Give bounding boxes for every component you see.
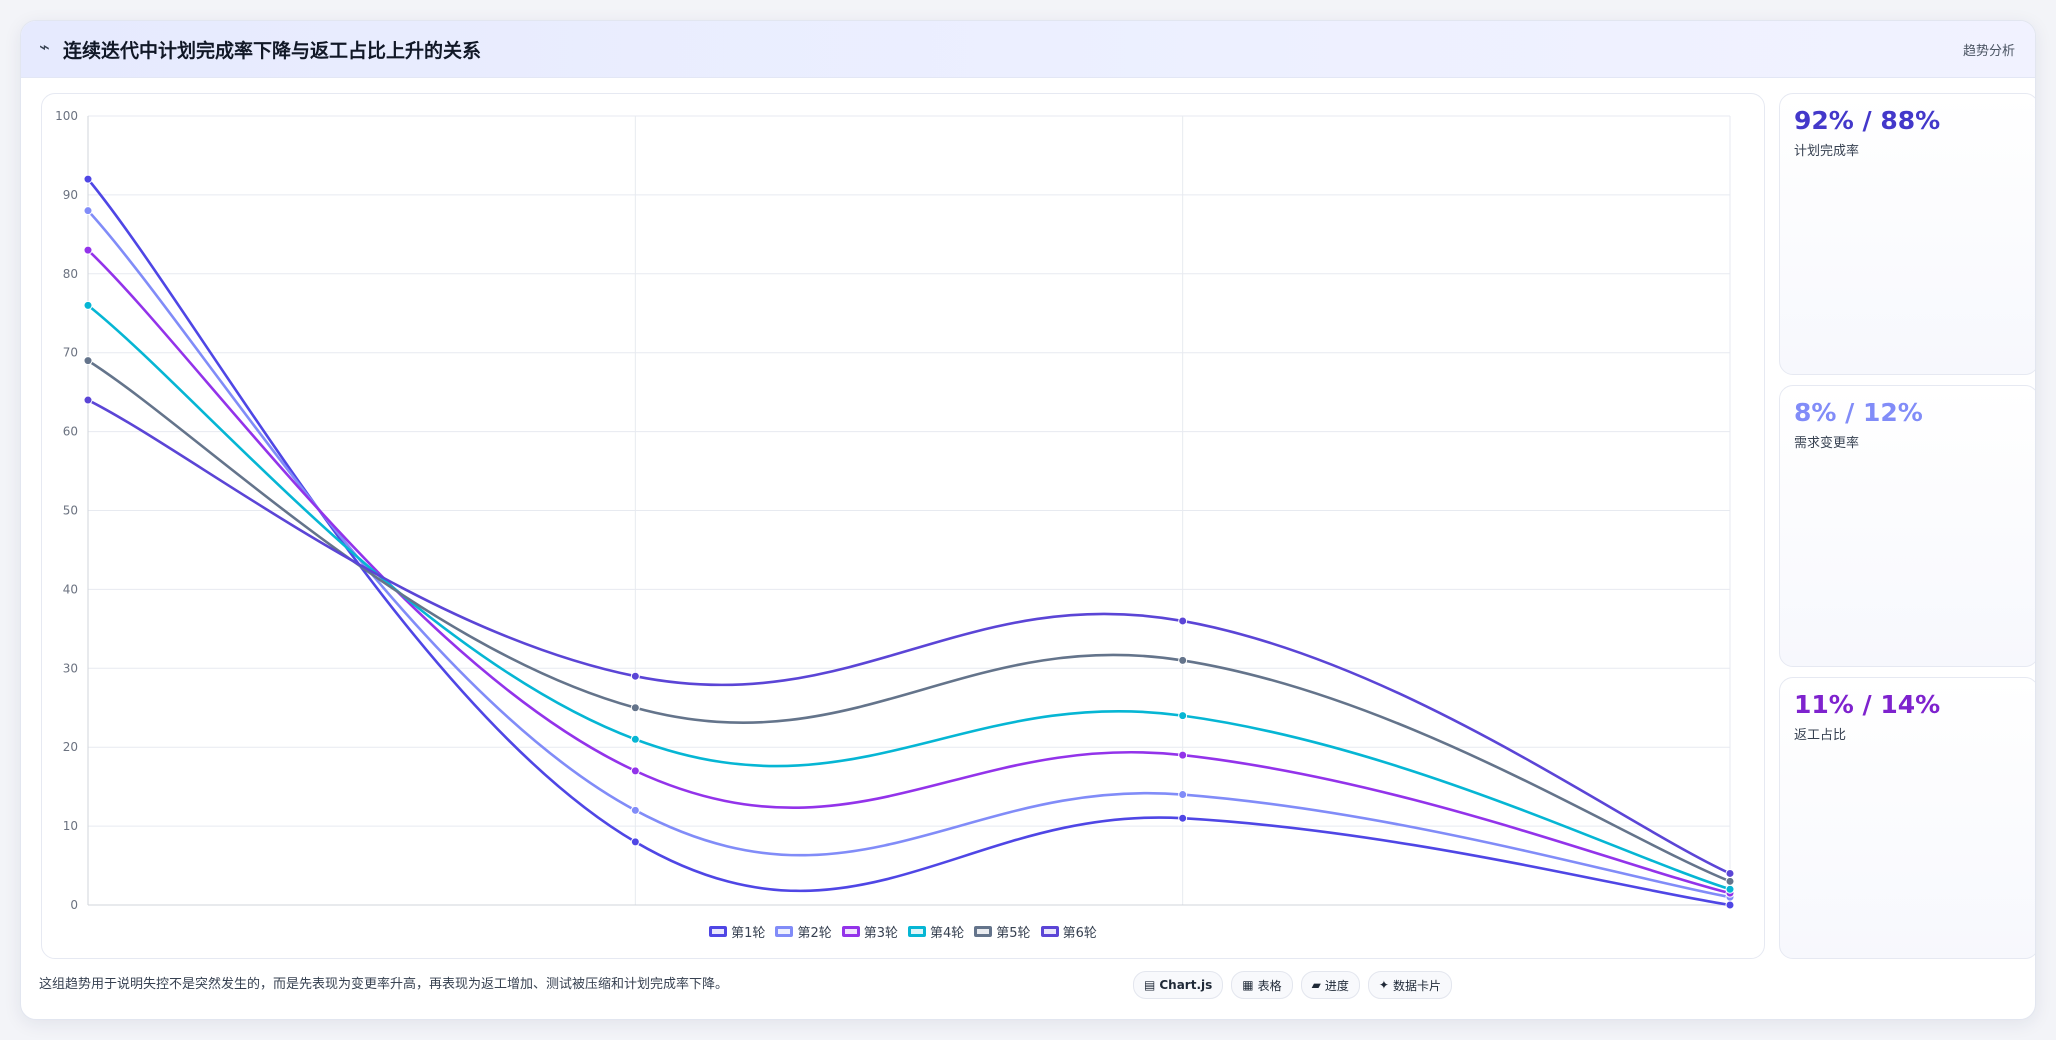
chart-panel: ⌁ 连续迭代中计划完成率下降与返工占比上升的关系 趋势分析 0 10 20 30 40 5…	[20, 20, 2036, 1020]
legend-label: 第4轮	[930, 926, 965, 941]
page-title: 连续迭代中计划完成率下降与返工占比上升的关系	[63, 40, 482, 62]
data-point-s6-0	[83, 395, 93, 405]
y-tick-label: 100	[55, 109, 78, 123]
stat-label: 返工占比	[1794, 728, 1847, 743]
data-point-s1-1	[630, 837, 640, 847]
data-point-s5-3	[1725, 876, 1735, 886]
stat-card-0: 92% / 88% 计划完成率	[1779, 93, 2035, 375]
chart-icon: ▤	[1144, 978, 1156, 992]
legend-item-1[interactable]: 第1轮	[709, 922, 765, 941]
stat-label: 计划完成率	[1794, 144, 1860, 159]
stat-card-1: 8% / 12% 需求变更率	[1779, 385, 2035, 667]
y-tick-label: 60	[63, 425, 78, 439]
panel-header: ⌁ 连续迭代中计划完成率下降与返工占比上升的关系 趋势分析	[21, 21, 2035, 78]
stat-value: 11% / 14%	[1794, 690, 1941, 719]
progress-icon: ▰	[1311, 978, 1321, 992]
tag-label: 进度	[1324, 978, 1349, 993]
legend-item-5[interactable]: 第5轮	[974, 922, 1031, 941]
tag-progress[interactable]: ▰ 进度	[1300, 971, 1360, 999]
legend-swatch	[1040, 926, 1059, 937]
tag-label: 数据卡片	[1392, 978, 1441, 993]
legend-swatch	[841, 926, 860, 937]
chart-legend: 第1轮 第2轮 第3轮 第4轮 第5轮 第6轮	[42, 922, 1764, 941]
legend-item-2[interactable]: 第2轮	[775, 922, 832, 941]
tag-table[interactable]: ▦ 表格	[1231, 971, 1293, 999]
data-point-s4-2	[1178, 711, 1188, 721]
card-icon: ✦	[1378, 978, 1389, 992]
trend-line-icon: ⌁	[39, 37, 50, 58]
tag-chartjs[interactable]: ▤ Chart.js	[1133, 971, 1224, 999]
data-point-s6-1	[630, 671, 640, 681]
legend-item-6[interactable]: 第6轮	[1040, 922, 1097, 941]
footer-note: 这组趋势用于说明失控不是突然发生的，而是先表现为变更率升高，再表现为返工增加、测…	[39, 977, 729, 992]
stat-card-2: 11% / 14% 返工占比	[1779, 677, 2035, 959]
legend-swatch	[709, 926, 728, 937]
legend-swatch	[974, 926, 993, 937]
tag-label: 表格	[1257, 978, 1282, 993]
y-tick-label: 90	[63, 188, 78, 202]
data-point-s6-2	[1178, 616, 1188, 626]
y-tick-label: 20	[63, 740, 78, 754]
line-chart: 0102030405060708090100计划完成率需求变更率返工占比测试压缩…	[55, 109, 1735, 912]
header-right-label[interactable]: 趋势分析	[1962, 44, 2015, 59]
legend-label: 第2轮	[797, 926, 832, 941]
footer-tags: ▤ Chart.js ▦ 表格 ▰ 进度 ✦ 数据卡片	[1133, 971, 1452, 999]
data-point-s2-1	[630, 805, 640, 815]
y-tick-label: 70	[63, 346, 78, 360]
y-tick-label: 50	[63, 504, 78, 518]
legend-label: 第3轮	[863, 926, 898, 941]
stat-value: 8% / 12%	[1794, 398, 1923, 427]
data-point-s4-0	[83, 300, 93, 310]
stats-column: 92% / 88% 计划完成率 8% / 12% 需求变更率 11% / 14%…	[1757, 93, 2035, 959]
tag-data-card[interactable]: ✦ 数据卡片	[1367, 971, 1452, 999]
stat-value: 92% / 88%	[1794, 106, 1941, 135]
y-tick-label: 10	[63, 819, 78, 833]
data-point-s1-2	[1178, 813, 1188, 823]
data-point-s2-0	[83, 206, 93, 216]
data-point-s5-0	[83, 356, 93, 366]
data-point-s2-2	[1178, 790, 1188, 800]
legend-label: 第1轮	[731, 926, 766, 941]
data-point-s6-3	[1725, 868, 1735, 878]
data-point-s3-1	[630, 766, 640, 776]
legend-item-3[interactable]: 第3轮	[841, 922, 898, 941]
legend-item-4[interactable]: 第4轮	[908, 922, 964, 941]
series-line-3	[87, 249, 1731, 895]
legend-swatch	[908, 926, 926, 937]
series-line-4	[87, 304, 1731, 891]
table-icon: ▦	[1242, 978, 1254, 992]
data-point-s3-2	[1178, 750, 1188, 760]
series-line-2	[87, 209, 1731, 899]
data-point-s4-3	[1725, 884, 1735, 894]
series-line-6	[87, 398, 1731, 875]
data-point-s5-2	[1178, 655, 1188, 665]
y-tick-label: 30	[63, 661, 78, 675]
data-point-s3-0	[83, 245, 93, 255]
y-tick-label: 40	[63, 582, 78, 596]
series-line-5	[87, 359, 1731, 883]
legend-label: 第6轮	[1062, 926, 1097, 941]
data-point-s5-1	[630, 703, 640, 713]
legend-swatch	[775, 926, 794, 937]
tag-label: Chart.js	[1159, 978, 1213, 992]
stat-label: 需求变更率	[1794, 436, 1860, 451]
y-tick-label: 80	[63, 267, 78, 281]
chart-card: 0102030405060708090100计划完成率需求变更率返工占比测试压缩…	[41, 93, 1765, 959]
data-point-s1-0	[83, 174, 93, 184]
series-line-1	[86, 178, 1731, 907]
legend-label: 第5轮	[996, 926, 1031, 941]
data-point-s4-1	[630, 734, 640, 744]
data-point-s1-3	[1725, 900, 1735, 910]
y-tick-label: 0	[70, 898, 78, 912]
